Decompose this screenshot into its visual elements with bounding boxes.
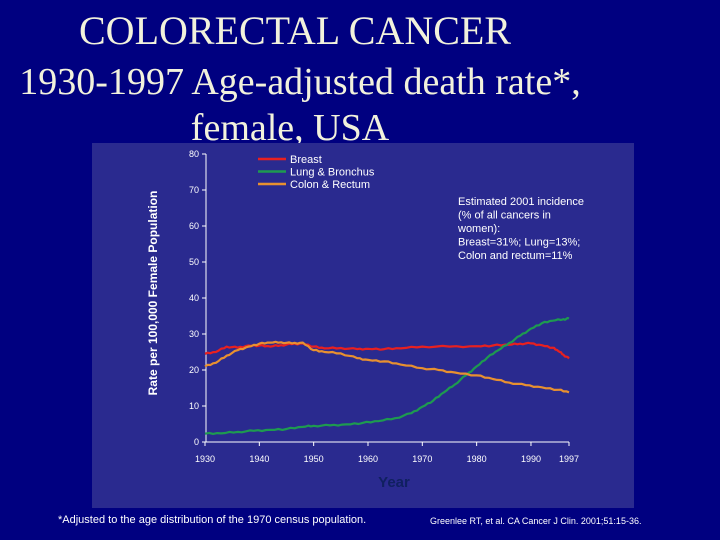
legend-label: Lung & Bronchus — [290, 167, 375, 179]
x-tick-label: 1930 — [195, 454, 215, 464]
slide-subtitle-line1: 1930-1997 Age-adjusted death rate*, — [19, 61, 581, 103]
series-line-colon-rectum — [204, 340, 570, 394]
y-axis-label: Rate per 100,000 Female Population — [146, 191, 160, 396]
slide-subtitle-line2: female, USA — [190, 107, 390, 149]
x-axis-label: Year — [378, 474, 410, 491]
chart-series — [204, 316, 570, 435]
footnote: *Adjusted to the age distribution of the… — [58, 514, 367, 526]
x-tick-label: 1960 — [358, 454, 378, 464]
x-tick-label: 1997 — [559, 454, 579, 464]
x-tick-label: 1980 — [467, 454, 487, 464]
y-tick-label: 50 — [189, 257, 199, 267]
y-tick-label: 10 — [189, 401, 199, 411]
x-tick-label: 1950 — [304, 454, 324, 464]
citation: Greenlee RT, et al. CA Cancer J Clin. 20… — [430, 516, 642, 526]
series-line-lung-bronchus — [204, 316, 570, 435]
incidence-annotation: Estimated 2001 incidence (% of all cancer… — [457, 196, 584, 262]
y-tick-label: 0 — [194, 437, 199, 447]
chart-panel — [92, 143, 634, 508]
y-tick-label: 20 — [189, 365, 199, 375]
y-tick-label: 40 — [189, 293, 199, 303]
chart-axes: 0 10 20 30 40 50 60 70 80 1930 1940 1950 1960 1970 198… — [189, 149, 579, 464]
y-tick-label: 70 — [189, 185, 199, 195]
legend-label: Colon & Rectum — [290, 179, 370, 191]
x-tick-label: 1970 — [412, 454, 432, 464]
x-tick-label: 1990 — [521, 454, 541, 464]
slide-title: COLORECTAL CANCER — [79, 8, 511, 53]
y-tick-label: 60 — [189, 221, 199, 231]
legend-label: Breast — [290, 154, 322, 166]
x-tick-label: 1940 — [249, 454, 269, 464]
y-tick-label: 30 — [189, 329, 199, 339]
y-tick-label: 80 — [189, 149, 199, 159]
